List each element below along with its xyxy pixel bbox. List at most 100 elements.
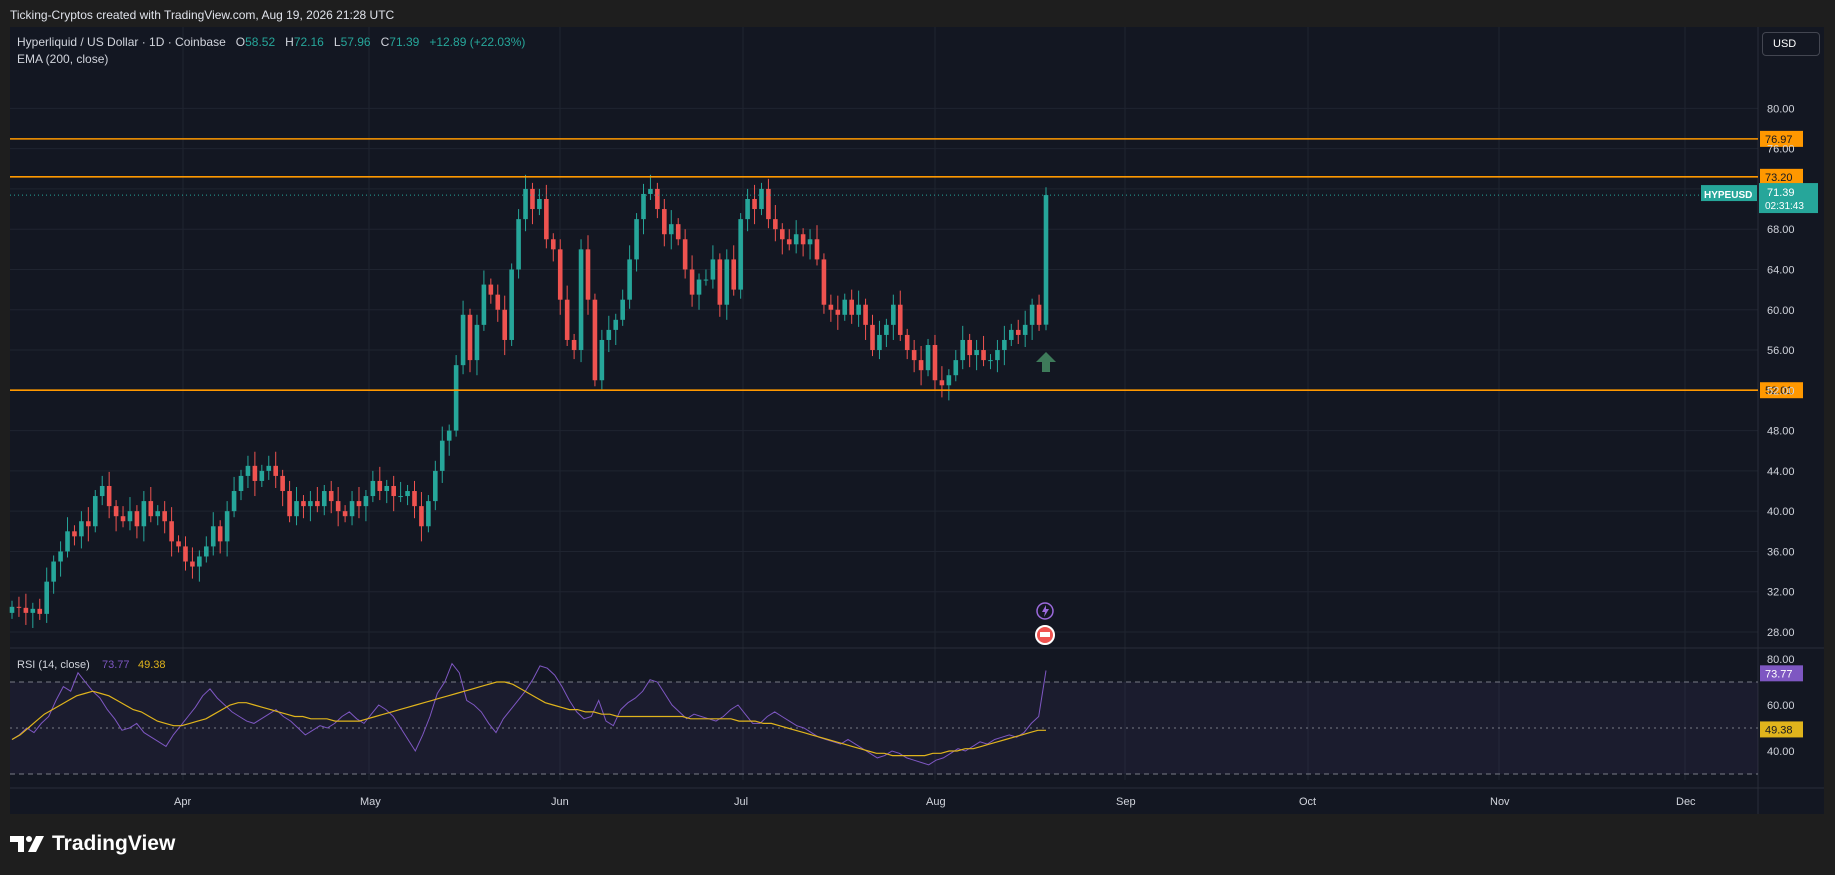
price-axis-label: 32.00 — [1767, 587, 1795, 599]
candle-body — [231, 491, 237, 512]
candle-body — [592, 299, 598, 381]
high-value: 72.16 — [293, 35, 324, 49]
candle-body — [904, 334, 910, 351]
candle-body — [245, 465, 251, 476]
rsi-value-box — [1760, 665, 1803, 682]
price-axis-label: 28.00 — [1767, 627, 1795, 639]
attribution-text: Ticking-Cryptos created with TradingView… — [10, 8, 395, 22]
candle-body — [134, 511, 140, 527]
candle-body — [384, 485, 390, 492]
countdown-label: 02:31:43 — [1765, 201, 1804, 212]
candle-body — [1002, 339, 1007, 351]
candle-body — [849, 299, 854, 315]
candle-body — [58, 551, 63, 562]
rsi-value-label: 73.77 — [1765, 668, 1793, 680]
candle-body — [197, 556, 202, 567]
candle-body — [294, 501, 299, 517]
candle-body — [72, 531, 77, 537]
candle-body — [391, 485, 396, 497]
candle-body — [571, 339, 577, 351]
candle-body — [627, 259, 632, 300]
tradingview-logo[interactable]: TradingView — [10, 832, 175, 856]
close-label: C — [380, 35, 390, 49]
candle-body — [786, 239, 792, 245]
candle-body — [474, 324, 480, 361]
price-axis-label: 60.00 — [1767, 305, 1795, 317]
candle-body — [127, 511, 133, 522]
time-axis-label: Jun — [551, 796, 569, 808]
candle-body — [141, 501, 147, 527]
candle-body — [703, 279, 709, 281]
high-label: H — [285, 35, 294, 49]
candle-body — [9, 606, 15, 613]
level-label: 76.97 — [1765, 134, 1793, 146]
rsi-ma-legend-value: 49.38 — [138, 659, 166, 671]
close-value: 71.39 — [389, 35, 420, 49]
candle-body — [877, 334, 882, 351]
up-arrow-icon — [1036, 352, 1056, 372]
candle-body — [897, 304, 903, 335]
candle-body — [516, 219, 521, 270]
candle-body — [863, 304, 868, 325]
candle-body — [537, 198, 542, 210]
candle-body — [662, 209, 667, 235]
candle-body — [377, 480, 383, 492]
rsi-ma-value-label: 49.38 — [1765, 724, 1793, 736]
candle-body — [953, 360, 959, 376]
candle-body — [252, 465, 258, 481]
flag-stripe — [1040, 632, 1050, 637]
candle-body — [446, 430, 452, 441]
candle-body — [1036, 304, 1042, 325]
candle-body — [668, 224, 674, 235]
candle-body — [86, 521, 91, 527]
candle-body — [773, 219, 778, 230]
ema-legend: EMA (200, close) — [17, 52, 109, 66]
candle-body — [481, 284, 487, 325]
candle-body — [287, 491, 292, 517]
candle-body — [988, 360, 993, 362]
lightning-event-icon — [1036, 602, 1054, 620]
candle-body — [891, 304, 896, 325]
price-axis-label: 52.00 — [1767, 385, 1795, 397]
candle-body — [238, 475, 244, 492]
time-axis-label: May — [360, 796, 381, 808]
brand-name: TradingView — [52, 832, 176, 855]
price-axis-label: 40.00 — [1767, 506, 1795, 518]
price-axis-label: 76.00 — [1767, 144, 1795, 156]
candle-body — [488, 284, 494, 295]
candle-body — [398, 496, 403, 498]
candle-body — [356, 501, 362, 507]
level-label-box — [1760, 130, 1803, 147]
candle-body — [974, 350, 979, 356]
candle-body — [79, 521, 84, 537]
candle-body — [363, 496, 369, 507]
candle-body — [634, 219, 639, 260]
price-axis-label: 48.00 — [1767, 426, 1795, 438]
candle-body — [731, 259, 737, 290]
currency-button[interactable]: USD — [1762, 32, 1820, 56]
candle-body — [335, 501, 341, 512]
time-axis-label: Jul — [734, 796, 748, 808]
candle-body — [412, 491, 417, 507]
price-axis-label: 36.00 — [1767, 546, 1795, 558]
candle-body — [620, 299, 625, 320]
candle-body — [1022, 324, 1028, 335]
candle-body — [870, 324, 875, 351]
candle-body — [321, 491, 327, 507]
candle-body — [738, 219, 743, 290]
candle-body — [37, 608, 43, 614]
candle-body — [814, 239, 820, 260]
candle-body — [1009, 329, 1014, 340]
time-axis-label: Oct — [1299, 796, 1316, 808]
chart-panel[interactable] — [10, 27, 1824, 814]
time-axis-label: Sep — [1116, 796, 1136, 808]
candle-body — [793, 234, 799, 245]
candle-body — [1015, 329, 1021, 335]
candle-body — [530, 188, 535, 210]
candle-body — [308, 501, 313, 507]
rsi-axis-label: 80.00 — [1767, 654, 1795, 666]
candle-body — [113, 506, 119, 517]
rsi-legend-value: 73.77 — [102, 659, 130, 671]
time-axis-label: Aug — [926, 796, 946, 808]
